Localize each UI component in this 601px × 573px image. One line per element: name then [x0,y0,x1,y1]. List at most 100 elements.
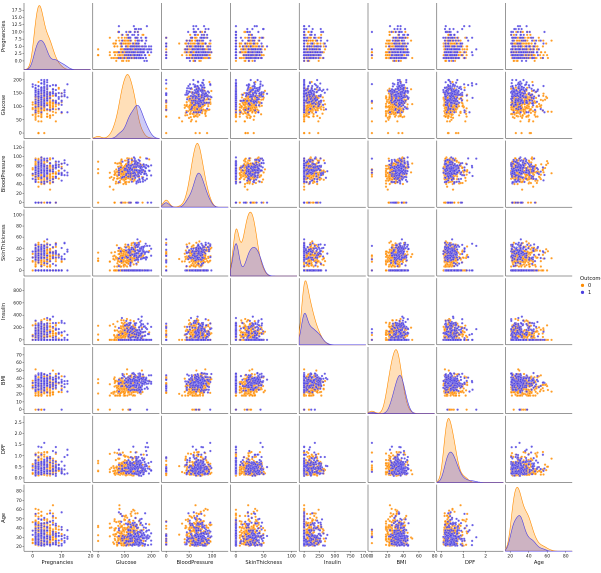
scatter-point [55,108,57,110]
scatter-point [194,34,196,36]
scatter-point [235,54,237,56]
scatter-point [141,45,143,47]
scatter-point [206,34,208,36]
scatter-point [305,48,307,50]
y-tick-label: 50 [16,117,22,123]
scatter-point [467,39,469,41]
scatter-point [205,42,207,44]
scatter-point [248,34,250,36]
scatter-point [402,37,404,39]
scatter-point [58,87,60,89]
scatter-point [387,42,389,44]
scatter-point [189,42,191,44]
y-tick-label: 15.0 [12,15,22,21]
scatter-point [141,39,143,41]
scatter-point [201,34,203,36]
scatter-point [445,25,447,27]
scatter-point [410,39,412,41]
scatter-point [197,51,199,53]
scatter-point [116,45,118,47]
scatter-point [135,37,137,39]
scatter-point [404,57,406,59]
scatter-point [146,60,148,62]
scatter-point [401,39,403,41]
scatter-point [536,51,538,53]
scatter-point [457,39,459,41]
scatter-point [194,132,196,134]
scatter-point [207,90,209,92]
scatter-point [522,51,524,53]
scatter-point [466,37,468,39]
scatter-point [40,96,42,98]
scatter-point [195,57,197,59]
scatter-point [251,34,253,36]
scatter-point [165,82,167,84]
scatter-point [402,48,404,50]
scatter-point [109,37,111,39]
scatter-point [510,31,512,33]
scatter-point [194,99,196,101]
scatter-point [403,34,405,36]
scatter-point [305,39,307,41]
scatter-point [34,109,36,111]
scatter-point [538,37,540,39]
scatter-point [324,42,326,44]
scatter-point [399,25,401,27]
scatter-point [317,57,319,59]
scatter-point [129,31,131,33]
panel-pregnancies-vs-skinthickness [230,3,297,70]
scatter-point [66,83,68,85]
scatter-point [193,42,195,44]
scatter-point [398,31,400,33]
scatter-point [542,39,544,41]
scatter-point [34,87,36,89]
scatter-point [256,51,258,53]
scatter-point [235,42,237,44]
scatter-point [199,31,201,33]
scatter-point [134,28,136,30]
scatter-point [189,34,191,36]
scatter-point [248,60,250,62]
scatter-point [165,57,167,59]
scatter-point [37,101,39,103]
scatter-point [123,39,125,41]
scatter-point [395,37,397,39]
scatter-point [397,51,399,53]
scatter-point [450,51,452,53]
scatter-point [191,57,193,59]
scatter-point [397,54,399,56]
scatter-point [258,39,260,41]
scatter-point [145,39,147,41]
scatter-point [165,94,167,96]
scatter-point [471,51,473,53]
scatter-point [205,54,207,56]
scatter-point [521,60,523,62]
scatter-point [66,96,68,98]
scatter-point [306,57,308,59]
scatter-point [52,88,54,90]
scatter-point [404,37,406,39]
scatter-point [308,45,310,47]
panel-pregnancies-vs-dpf [437,3,504,70]
scatter-point [200,109,202,111]
scatter-point [312,28,314,30]
scatter-point [523,39,525,41]
scatter-point [534,60,536,62]
scatter-point [189,113,191,115]
scatter-point [303,45,305,47]
scatter-point [388,31,390,33]
scatter-point [40,79,42,81]
scatter-point [194,104,196,106]
scatter-point [312,57,314,59]
scatter-point [264,48,266,50]
scatter-point [127,54,129,56]
scatter-point [406,37,408,39]
scatter-point [49,101,51,103]
scatter-point [531,39,533,41]
scatter-point [256,42,258,44]
scatter-point [395,51,397,53]
scatter-point [115,42,117,44]
scatter-point [393,60,395,62]
scatter-point [529,34,531,36]
